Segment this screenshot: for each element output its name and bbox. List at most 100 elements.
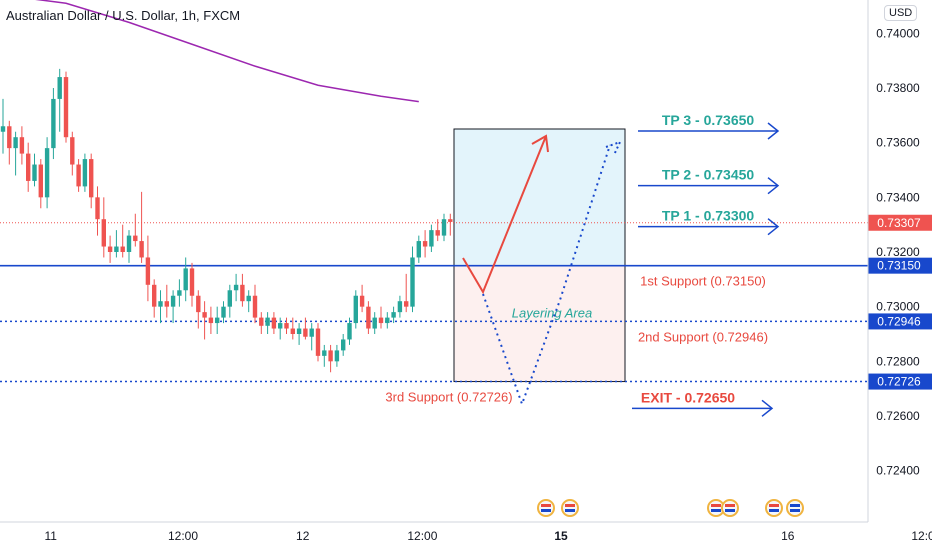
loss-zone — [453, 265, 626, 383]
candle-body — [145, 257, 151, 285]
flag-stripe-icon — [769, 509, 779, 512]
target-label: TP 2 - 0.73450 — [662, 167, 755, 183]
candle-body — [120, 246, 125, 252]
candle-body — [328, 350, 333, 362]
candle-body — [429, 230, 434, 247]
candle-body — [290, 328, 295, 334]
ma-line — [35, 0, 419, 103]
candle-body — [347, 323, 352, 340]
candle-body — [19, 137, 25, 154]
take-profit-targets: TP 3 - 0.73650 TP 2 - 0.73450 TP 1 - 0.733… — [632, 112, 780, 417]
candle-body — [353, 295, 358, 324]
candle-body — [322, 350, 327, 356]
candles[interactable] — [0, 68, 453, 373]
support-label: 2nd Support (0.72946) — [638, 329, 768, 344]
candle-body — [422, 241, 428, 247]
candle-body — [101, 219, 106, 247]
flag-stripe-icon — [711, 509, 721, 512]
event-flag-icon[interactable] — [786, 499, 804, 517]
flag-stripe-icon — [565, 504, 575, 507]
projection-up-arrowhead — [531, 134, 549, 153]
candle-body — [177, 290, 182, 296]
candle-body — [391, 312, 396, 318]
chart-title: Australian Dollar / U.S. Dollar, 1h, FXC… — [6, 8, 241, 23]
candle-body — [385, 317, 390, 324]
candle-body — [410, 257, 415, 307]
candle-body — [44, 148, 50, 198]
candle-body — [13, 137, 18, 149]
candle-body — [170, 295, 176, 307]
price-tag — [868, 373, 932, 390]
target-label: TP 1 - 0.73300 — [662, 208, 755, 224]
candle-body — [372, 317, 377, 329]
candle-body — [158, 301, 163, 307]
y-tick-label: 0.73800 — [876, 81, 920, 95]
candle-body — [309, 328, 314, 337]
candle-body — [0, 126, 6, 132]
event-flag-icon[interactable] — [561, 499, 579, 517]
candle-body — [82, 159, 88, 187]
candle-body — [107, 246, 113, 252]
event-flag-icon[interactable] — [721, 499, 739, 517]
flag-stripe-icon — [790, 504, 800, 507]
target-arrowhead — [767, 218, 780, 236]
candle-body — [63, 77, 69, 138]
flag-stripe-icon — [541, 504, 551, 507]
candle-body — [278, 323, 283, 329]
moving-average — [35, 0, 419, 103]
candle-body — [240, 284, 245, 302]
candle-body — [284, 323, 289, 329]
candle-body — [359, 295, 365, 307]
exit-label: EXIT - 0.72650 — [641, 389, 735, 405]
event-flag-icon[interactable] — [765, 499, 783, 517]
currency-badge[interactable]: USD — [884, 5, 918, 21]
x-tick-label: 12 — [296, 529, 310, 543]
candle-body — [38, 164, 43, 198]
event-flag-icon[interactable] — [537, 499, 555, 517]
candle-body — [26, 153, 31, 181]
target-label: TP 3 - 0.73650 — [662, 112, 755, 128]
x-tick-label: 15 — [554, 529, 568, 543]
price-tag — [868, 313, 932, 330]
event-icons[interactable] — [537, 499, 804, 517]
support-label: 1st Support (0.73150) — [640, 274, 766, 289]
candle-body — [259, 317, 264, 326]
exit-arrowhead — [761, 399, 774, 417]
candle-body — [341, 339, 346, 351]
candle-body — [152, 284, 157, 307]
candle-body — [233, 284, 239, 291]
candle-body — [114, 246, 119, 252]
candle-body — [196, 295, 201, 313]
candle-body — [7, 126, 12, 149]
candle-body — [76, 164, 81, 187]
layering-area-label: Layering Area — [512, 305, 592, 320]
price-tag-label: 0.72946 — [877, 314, 921, 328]
target-arrowhead — [767, 177, 780, 195]
candle-body — [246, 295, 251, 302]
candle-body — [89, 159, 94, 198]
candle-body — [189, 268, 195, 296]
y-tick-label: 0.73400 — [876, 190, 920, 204]
flag-stripe-icon — [565, 509, 575, 512]
candle-body — [57, 77, 62, 99]
candle-body — [183, 268, 188, 291]
candle-body — [315, 328, 321, 356]
y-tick-label: 0.72600 — [876, 409, 920, 423]
flag-stripe-icon — [725, 509, 735, 512]
x-tick-label: 12:00 — [911, 529, 932, 543]
current-price-tag — [868, 214, 932, 231]
candle-body — [441, 219, 447, 236]
projection-paths — [462, 134, 622, 407]
candle-body — [126, 235, 132, 252]
candle-body — [133, 235, 138, 242]
trade-zones: Layering Area — [453, 128, 626, 383]
candle-body — [404, 301, 409, 307]
candle-body — [435, 230, 440, 236]
candle-body — [397, 301, 403, 313]
candle-body — [202, 312, 207, 318]
candle-body — [416, 241, 421, 258]
flag-stripe-icon — [711, 504, 721, 507]
candle-body — [378, 317, 384, 324]
